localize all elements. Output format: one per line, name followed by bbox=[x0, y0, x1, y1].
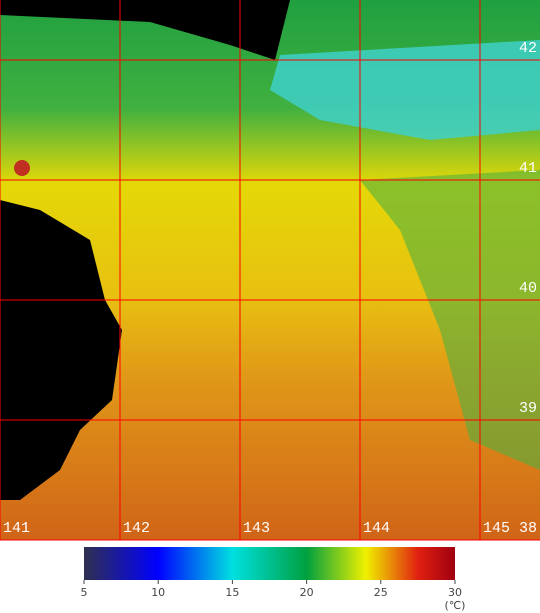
land bbox=[0, 200, 122, 500]
lon-label: 142 bbox=[123, 520, 150, 537]
lat-label: 41 bbox=[519, 160, 537, 177]
colorbar-label: 10 bbox=[151, 586, 165, 599]
land bbox=[0, 0, 290, 60]
lat-label: 42 bbox=[519, 40, 537, 57]
island bbox=[14, 160, 30, 176]
colorbar-label: 30 bbox=[448, 586, 462, 599]
lon-label: 143 bbox=[243, 520, 270, 537]
lon-label: 144 bbox=[363, 520, 390, 537]
colorbar-label: 5 bbox=[81, 586, 88, 599]
mixed-water bbox=[360, 170, 540, 470]
colorbar bbox=[84, 547, 455, 580]
lat-label: 40 bbox=[519, 280, 537, 297]
colorbar-unit: (℃) bbox=[445, 599, 466, 612]
lon-label: 141 bbox=[3, 520, 30, 537]
cold-water bbox=[270, 40, 540, 140]
lat-label: 39 bbox=[519, 400, 537, 417]
lat-label: 38 bbox=[519, 520, 537, 537]
lon-label: 145 bbox=[483, 520, 510, 537]
colorbar-label: 25 bbox=[374, 586, 388, 599]
colorbar-label: 15 bbox=[225, 586, 239, 599]
colorbar-label: 20 bbox=[300, 586, 314, 599]
